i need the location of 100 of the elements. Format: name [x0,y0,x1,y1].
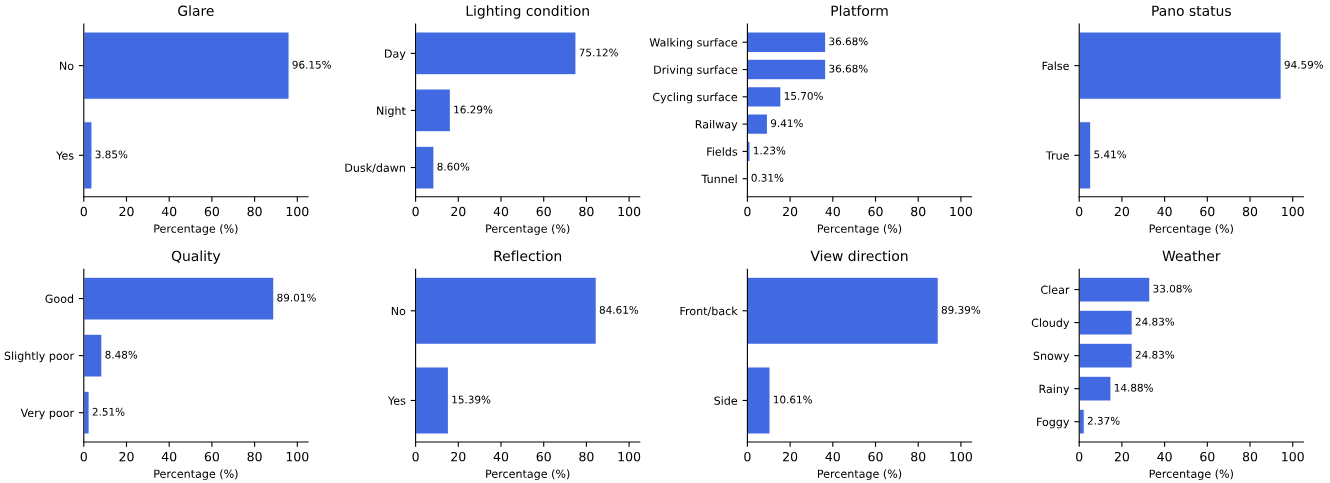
data-label: 96.15% [292,60,332,69]
x-tick-label: 60 [868,451,883,462]
data-label: 8.48% [105,350,138,359]
y-tick-label: Good [45,294,74,303]
data-label: 94.59% [1284,60,1324,69]
bar [747,31,827,54]
y-tick-label: Snowy [1033,351,1070,363]
data-label: 5.41% [1094,150,1127,159]
data-label: 1.23% [753,146,786,155]
data-label: 16.29% [454,105,493,114]
bar [1079,309,1133,336]
x-tick-label: 40 [825,206,840,217]
x-tick-label: 100 [618,451,641,462]
bar [747,140,751,163]
x-tick-label: 40 [1157,206,1172,217]
x-tick-label: 60 [204,451,220,462]
data-label: 10.61% [773,395,812,404]
x-tick-label: 80 [247,451,262,462]
chart-title: Weather [1162,250,1221,262]
data-label: 89.01% [277,293,316,302]
x-tick-label: 20 [119,206,134,217]
x-axis-title: Percentage (%) [817,469,902,481]
x-tick-label: 60 [1200,206,1215,217]
x-tick-label: 0 [412,206,419,217]
x-tick-label: 0 [412,451,419,462]
x-axis-title: Percentage (%) [154,469,238,481]
y-tick-label: False [1042,61,1069,71]
x-axis-title: Percentage (%) [1149,469,1233,481]
x-tick-label: 20 [783,206,798,217]
x-axis-title: Percentage (%) [486,469,570,481]
x-tick-label: 100 [950,206,973,217]
x-axis-title: Percentage (%) [817,224,902,235]
x-tick-label: 20 [451,451,466,462]
y-tick-label: Cloudy [1031,318,1070,330]
x-tick-label: 100 [1282,206,1304,217]
data-label: 15.70% [784,91,823,100]
chart-title: Lighting condition [466,5,589,19]
x-tick-label: 0 [1076,451,1083,462]
x-axis-title: Percentage (%) [1149,224,1233,235]
y-tick-label: No [60,61,74,71]
x-tick-label: 100 [1282,451,1304,462]
x-tick-label: 80 [1242,206,1258,217]
x-tick-label: 0 [1076,206,1083,217]
x-tick-label: 40 [493,206,509,217]
x-tick-label: 20 [1114,206,1130,217]
y-tick-label: Fields [707,147,738,156]
x-axis-title: Percentage (%) [486,224,570,235]
x-tick-label: 0 [744,206,751,217]
x-tick-label: 80 [911,206,926,217]
x-tick-label: 100 [618,206,641,217]
x-tick-label: 100 [286,451,309,462]
data-label: 84.61% [599,305,639,314]
x-tick-label: 0 [744,451,751,462]
bar [83,390,90,435]
x-tick-label: 0 [80,451,87,462]
data-label: 8.60% [437,162,470,171]
x-tick-label: 40 [825,451,840,462]
x-tick-label: 40 [161,451,177,462]
data-label: 36.68% [829,37,868,46]
chart-title: Quality [171,250,221,264]
bar [415,31,577,76]
bar [1079,276,1151,303]
x-tick-label: 80 [911,451,926,462]
y-tick-label: Foggy [1037,417,1070,429]
bar [415,88,451,133]
y-tick-label: Yes [387,396,406,405]
data-label: 24.83% [1135,350,1175,359]
y-tick-label: Clear [1041,285,1070,294]
x-tick-label: 60 [536,206,551,217]
bar [1079,408,1085,435]
data-label: 14.88% [1114,383,1153,392]
x-tick-label: 60 [204,206,220,217]
y-tick-label: Walking surface [649,38,738,49]
y-tick-label: Slightly poor [4,351,75,363]
y-tick-label: Cycling surface [652,92,738,104]
data-label: 89.39% [941,305,981,314]
data-label: 75.12% [579,48,618,57]
x-tick-label: 80 [1242,451,1258,462]
bar [1079,342,1133,369]
data-label: 2.51% [92,407,125,416]
bar [747,58,827,81]
bar [415,145,435,190]
y-tick-label: Very poor [20,408,75,420]
x-tick-label: 0 [80,206,87,217]
x-tick-label: 80 [247,206,262,217]
x-axis-title: Percentage (%) [154,224,238,235]
x-tick-label: 60 [868,206,883,217]
data-label: 3.85% [95,150,128,159]
y-tick-label: Day [385,49,406,60]
data-label: 24.83% [1135,317,1175,326]
x-tick-label: 80 [579,206,594,217]
bar [1079,375,1112,402]
data-label: 0.31% [751,173,784,182]
chart-title: View direction [810,250,908,262]
y-tick-label: True [1045,151,1069,160]
chart-title: Platform [831,5,888,17]
y-tick-label: Driving surface [654,65,738,77]
x-tick-label: 20 [783,451,798,462]
y-tick-label: Yes [56,151,74,160]
x-tick-label: 40 [1157,451,1172,462]
